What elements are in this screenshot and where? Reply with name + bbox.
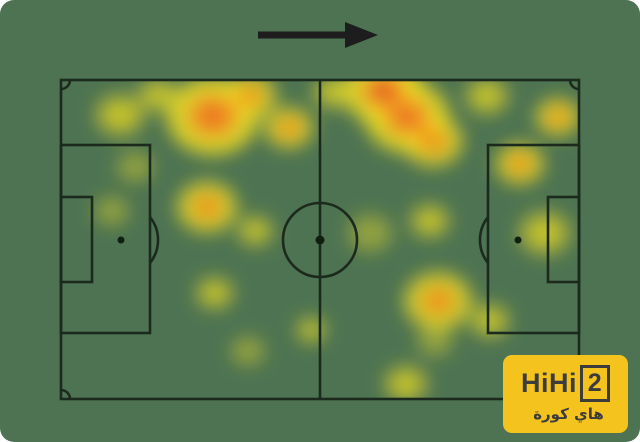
pitch-lines (59, 78, 581, 401)
brand-prefix: HiHi (521, 368, 577, 398)
pitch-spots (117, 235, 522, 245)
tagline-arabic: هاي كورة (533, 405, 604, 423)
brand-box-2: 2 (580, 365, 610, 402)
watermark-logo: HiHi 2 هاي كورة (503, 355, 628, 433)
heat-layer (94, 80, 579, 399)
attack-direction-arrow-icon (258, 22, 378, 48)
brand-text: HiHi 2 (521, 365, 610, 402)
